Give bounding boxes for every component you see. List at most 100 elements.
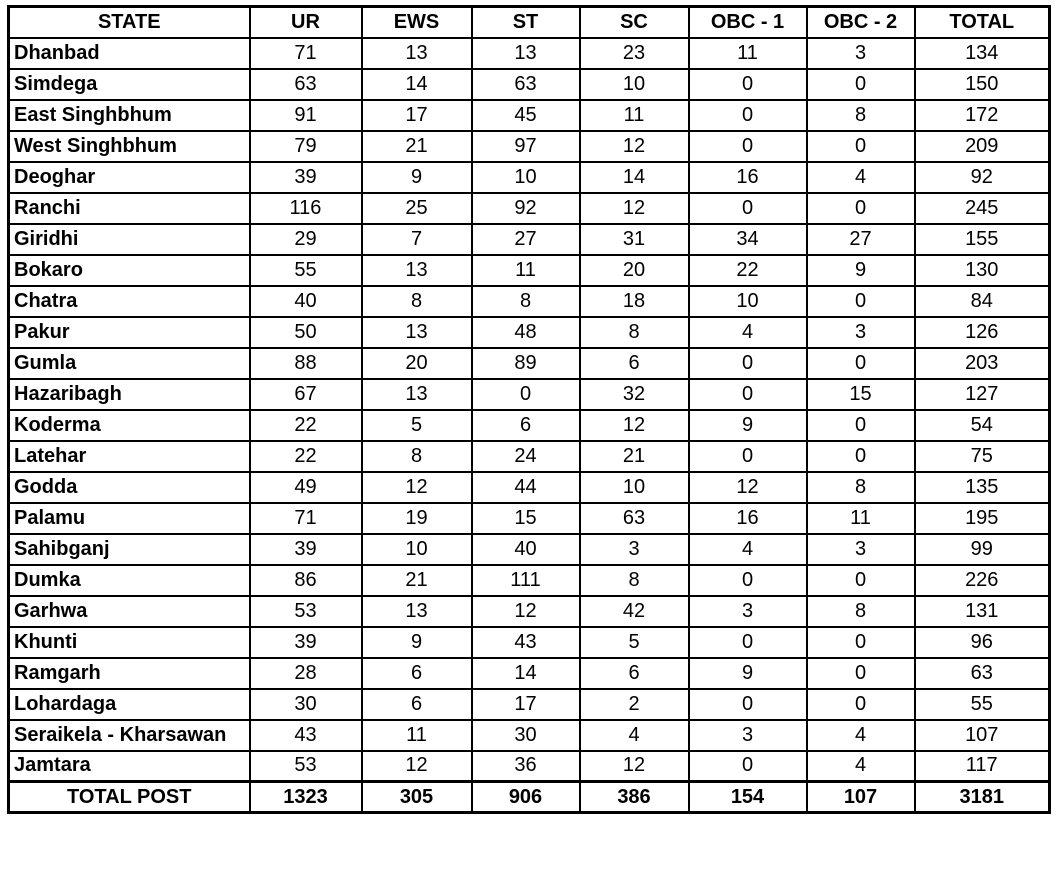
value-cell: 18: [578, 284, 690, 318]
total-value-cell: 386: [578, 780, 690, 814]
value-cell: 67: [248, 377, 363, 411]
value-cell: 11: [805, 501, 916, 535]
state-name-cell: Pakur: [7, 315, 251, 349]
value-cell: 4: [578, 718, 690, 752]
value-cell: 9: [360, 625, 473, 659]
value-cell: 16: [687, 501, 808, 535]
value-cell: 39: [248, 160, 363, 194]
value-cell: 12: [578, 129, 690, 163]
state-name-cell: Dumka: [7, 563, 251, 597]
value-cell: 40: [248, 284, 363, 318]
state-name-cell: Giridhi: [7, 222, 251, 256]
value-cell: 20: [578, 253, 690, 287]
value-cell: 96: [913, 625, 1051, 659]
state-name-cell: Ranchi: [7, 191, 251, 225]
value-cell: 0: [687, 749, 808, 783]
value-cell: 45: [470, 98, 581, 132]
value-cell: 0: [805, 563, 916, 597]
value-cell: 97: [470, 129, 581, 163]
value-cell: 27: [470, 222, 581, 256]
value-cell: 4: [805, 718, 916, 752]
value-cell: 22: [687, 253, 808, 287]
value-cell: 9: [687, 656, 808, 690]
table-row: Gumla 88 20 89 6 0 0 203: [7, 346, 1051, 380]
value-cell: 116: [248, 191, 363, 225]
value-cell: 48: [470, 315, 581, 349]
state-name-cell: Simdega: [7, 67, 251, 101]
value-cell: 25: [360, 191, 473, 225]
value-cell: 53: [248, 749, 363, 783]
value-cell: 6: [360, 687, 473, 721]
value-cell: 39: [248, 532, 363, 566]
value-cell: 127: [913, 377, 1051, 411]
table-row: Khunti 39 9 43 5 0 0 96: [7, 625, 1051, 659]
value-cell: 0: [470, 377, 581, 411]
value-cell: 88: [248, 346, 363, 380]
total-value-cell: 154: [687, 780, 808, 814]
value-cell: 79: [248, 129, 363, 163]
state-name-cell: Jamtara: [7, 749, 251, 783]
column-header-ur: UR: [248, 5, 363, 39]
value-cell: 0: [687, 377, 808, 411]
value-cell: 14: [470, 656, 581, 690]
value-cell: 9: [805, 253, 916, 287]
value-cell: 3: [805, 315, 916, 349]
value-cell: 17: [470, 687, 581, 721]
value-cell: 19: [360, 501, 473, 535]
value-cell: 32: [578, 377, 690, 411]
column-header-obc-1: OBC - 1: [687, 5, 808, 39]
value-cell: 0: [805, 191, 916, 225]
value-cell: 99: [913, 532, 1051, 566]
value-cell: 23: [578, 36, 690, 70]
value-cell: 21: [578, 439, 690, 473]
value-cell: 71: [248, 36, 363, 70]
table-row: Chatra 40 8 8 18 10 0 84: [7, 284, 1051, 318]
table-row: Palamu 71 19 15 63 16 11 195: [7, 501, 1051, 535]
total-value-cell: 1323: [248, 780, 363, 814]
table-row: Pakur 50 13 48 8 4 3 126: [7, 315, 1051, 349]
table-row: Lohardaga 30 6 17 2 0 0 55: [7, 687, 1051, 721]
value-cell: 3: [805, 532, 916, 566]
value-cell: 0: [805, 408, 916, 442]
value-cell: 8: [578, 563, 690, 597]
state-name-cell: Latehar: [7, 439, 251, 473]
value-cell: 11: [470, 253, 581, 287]
value-cell: 0: [805, 284, 916, 318]
value-cell: 8: [360, 284, 473, 318]
table-body: Dhanbad 71 13 13 23 11 3 134 Simdega 63 14 63 10 0 0 15…: [7, 36, 1051, 783]
column-header-state: STATE: [7, 5, 251, 39]
value-cell: 54: [913, 408, 1051, 442]
value-cell: 92: [913, 160, 1051, 194]
value-cell: 6: [578, 346, 690, 380]
table-footer: TOTAL POST 1323 305 906 386 154 107 3181: [7, 780, 1051, 814]
value-cell: 11: [687, 36, 808, 70]
table-row: Garhwa 53 13 12 42 3 8 131: [7, 594, 1051, 628]
state-name-cell: Khunti: [7, 625, 251, 659]
value-cell: 55: [248, 253, 363, 287]
value-cell: 155: [913, 222, 1051, 256]
value-cell: 0: [805, 67, 916, 101]
value-cell: 0: [687, 439, 808, 473]
value-cell: 126: [913, 315, 1051, 349]
value-cell: 63: [248, 67, 363, 101]
total-value-cell: 3181: [913, 780, 1051, 814]
value-cell: 3: [805, 36, 916, 70]
value-cell: 9: [687, 408, 808, 442]
value-cell: 226: [913, 563, 1051, 597]
value-cell: 63: [913, 656, 1051, 690]
value-cell: 8: [805, 470, 916, 504]
value-cell: 40: [470, 532, 581, 566]
value-cell: 107: [913, 718, 1051, 752]
column-header-obc-2: OBC - 2: [805, 5, 916, 39]
state-name-cell: Godda: [7, 470, 251, 504]
value-cell: 0: [687, 563, 808, 597]
value-cell: 0: [687, 98, 808, 132]
value-cell: 22: [248, 408, 363, 442]
value-cell: 44: [470, 470, 581, 504]
value-cell: 13: [360, 253, 473, 287]
value-cell: 43: [248, 718, 363, 752]
value-cell: 92: [470, 191, 581, 225]
value-cell: 10: [687, 284, 808, 318]
value-cell: 0: [687, 67, 808, 101]
